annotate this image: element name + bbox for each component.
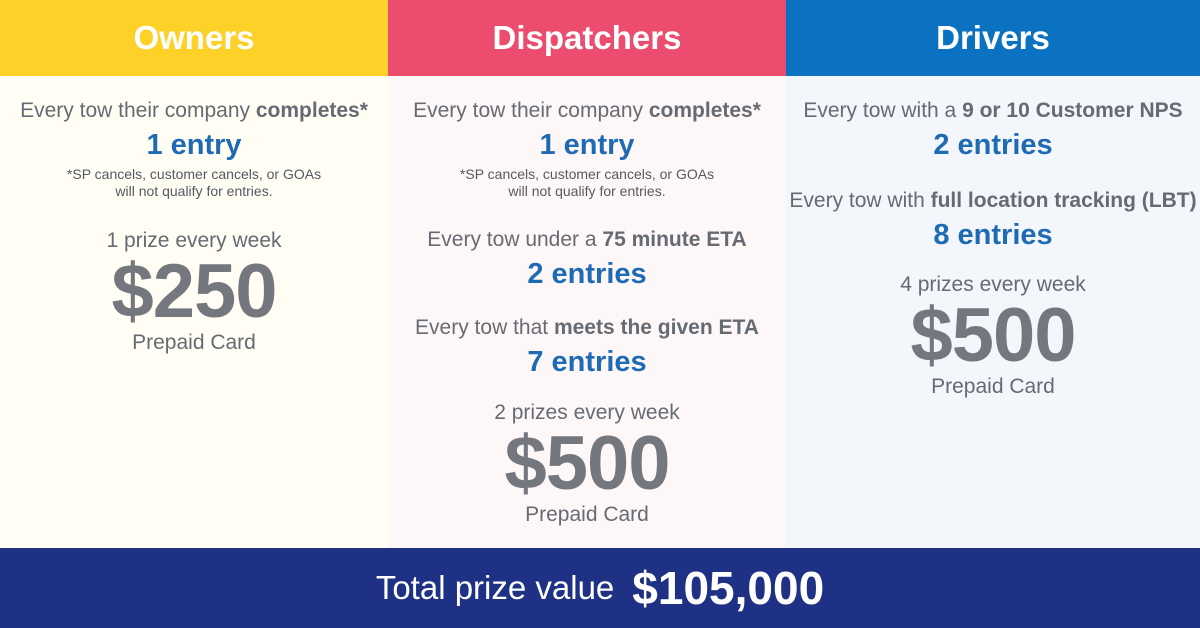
dispatchers-title: Dispatchers <box>492 19 682 56</box>
footnote-line-2: will not qualify for entries. <box>115 183 273 199</box>
rule-text: Every tow under a 75 minute ETA <box>427 228 747 251</box>
dispatchers-header: Dispatchers <box>388 0 786 76</box>
dispatchers-rule-eta: Every tow under a 75 minute ETA 2 entrie… <box>388 227 786 291</box>
footnote-line-1: *SP cancels, customer cancels, or GOAs <box>66 166 322 182</box>
drivers-header: Drivers <box>786 0 1200 76</box>
entries-count: 2 entries <box>933 129 1053 161</box>
prize-columns: Owners Every tow their company completes… <box>0 0 1200 548</box>
entries-count: 1 entry <box>539 129 635 161</box>
prize-note: 2 prizes every week <box>494 401 680 424</box>
footnote-line-2: will not qualify for entries. <box>508 183 666 199</box>
owners-title: Owners <box>133 19 255 56</box>
prepaid-card-label: Prepaid Card <box>525 503 649 526</box>
prize-amount: $500 <box>910 293 1076 378</box>
owners-header: Owners <box>0 0 388 76</box>
prize-amount: $500 <box>504 421 670 506</box>
drivers-prize: 4 prizes every week $500 Prepaid Card <box>786 272 1200 400</box>
prize-note: 1 prize every week <box>106 229 282 252</box>
entries-count: 7 entries <box>527 346 647 378</box>
footnote-line-1: *SP cancels, customer cancels, or GOAs <box>459 166 715 182</box>
drivers-column: Drivers Every tow with a 9 or 10 Custome… <box>786 0 1200 548</box>
drivers-title: Drivers <box>936 19 1050 56</box>
rule-text: Every tow with a 9 or 10 Customer NPS <box>803 99 1183 122</box>
prepaid-card-label: Prepaid Card <box>931 375 1055 398</box>
drivers-rule-tracking: Every tow with full location tracking (L… <box>786 188 1200 252</box>
total-prize-footer: Total prize value $105,000 <box>0 548 1200 628</box>
dispatchers-column: Dispatchers Every tow their company comp… <box>388 0 786 548</box>
prepaid-card-label: Prepaid Card <box>132 331 256 354</box>
drivers-rule-nps: Every tow with a 9 or 10 Customer NPS 2 … <box>786 98 1200 162</box>
prize-note: 4 prizes every week <box>900 273 1086 296</box>
prize-amount: $250 <box>111 249 277 334</box>
rule-text: Every tow with full location tracking (L… <box>789 189 1197 212</box>
entries-count: 2 entries <box>527 258 647 290</box>
owners-rule-completes: Every tow their company completes* 1 ent… <box>0 98 388 200</box>
dispatchers-prize: 2 prizes every week $500 Prepaid Card <box>388 400 786 528</box>
entries-count: 1 entry <box>146 129 242 161</box>
owners-prize: 1 prize every week $250 Prepaid Card <box>0 228 388 356</box>
total-prize-value: $105,000 <box>632 562 825 614</box>
total-prize-label: Total prize value <box>375 569 615 606</box>
rule-text: Every tow their company completes* <box>20 99 368 122</box>
rule-text: Every tow their company completes* <box>413 99 761 122</box>
rule-text: Every tow that meets the given ETA <box>415 316 759 339</box>
owners-column: Owners Every tow their company completes… <box>0 0 388 548</box>
entries-count: 8 entries <box>933 219 1053 251</box>
dispatchers-rule-completes: Every tow their company completes* 1 ent… <box>388 98 786 200</box>
dispatchers-rule-meets-eta: Every tow that meets the given ETA 7 ent… <box>388 315 786 379</box>
